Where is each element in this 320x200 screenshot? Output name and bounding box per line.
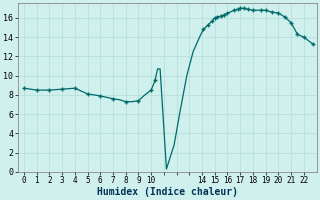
X-axis label: Humidex (Indice chaleur): Humidex (Indice chaleur)	[97, 186, 237, 197]
